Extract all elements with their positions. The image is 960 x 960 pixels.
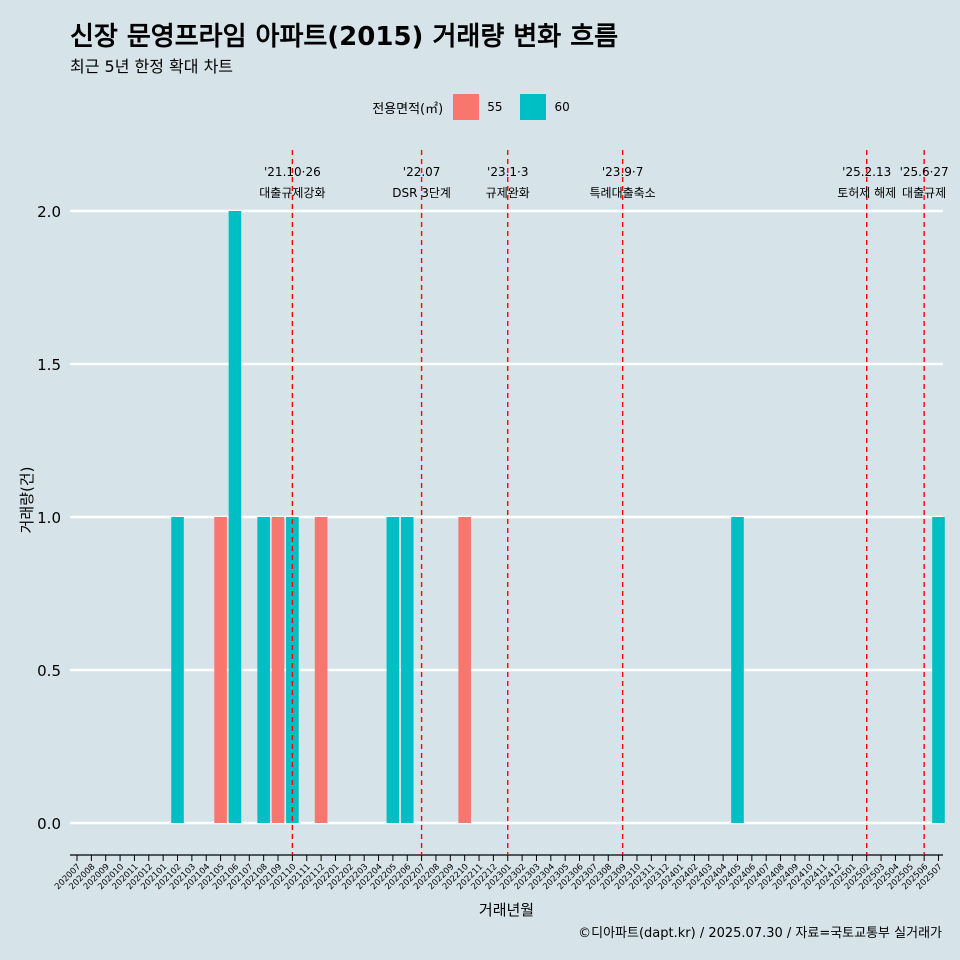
event-date-label: '25.6·27 [900,165,949,179]
legend-key-55 [453,94,480,120]
legend: 전용면적(㎡) 55 60 [0,93,960,121]
event-label: 대출규제강화 [259,186,325,200]
legend-label-55: 55 [487,100,503,114]
event-label: 규제완화 [486,186,530,200]
bar-55-202105 [214,517,227,823]
event-label: 토허제 해제 [837,186,896,200]
legend-title: 전용면적(㎡) [372,101,444,117]
event-label: 대출규제 [902,186,946,200]
event-date-label: '21.10·26 [264,165,321,179]
bar-55-202112 [314,517,328,823]
chart-title: 신장 문영프라임 아파트(2015) 거래량 변화 흐름 [70,22,619,52]
bar-60-202405 [731,517,744,823]
legend-label-60: 60 [554,100,570,114]
event-date-label: '23.1·3 [487,165,528,179]
event-date-label: '22.07 [403,165,441,179]
bar-60-202507 [932,517,945,823]
bar-55-202109 [271,517,285,823]
x-axis-title: 거래년월 [479,901,534,919]
chart-caption: ©디아파트(dapt.kr) / 2025.07.30 / 자료=국토교통부 실… [578,926,942,941]
y-tick-label: 0.5 [37,662,61,680]
bar-55-202210 [458,517,471,823]
event-label: 특례대출축소 [589,186,655,200]
y-tick-label: 1.5 [37,356,61,374]
bar-60-202102 [171,517,184,823]
y-tick-label: 1.0 [37,509,61,527]
bar-60-202106 [228,211,242,823]
event-date-label: '23.9·7 [602,165,643,179]
event-label: DSR 3단계 [392,186,451,200]
bar-60-202108 [257,517,270,823]
bar-60-202110 [286,517,299,823]
chart-subtitle: 최근 5년 한정 확대 차트 [70,57,234,76]
event-date-label: '25.2.13 [842,165,891,179]
bar-60-202206 [400,517,414,823]
y-tick-label: 0.0 [37,815,61,833]
bar-60-202205 [386,517,400,823]
y-tick-label: 2.0 [37,203,61,221]
y-axis-title: 거래량(건) [18,467,36,534]
legend-key-60 [520,94,547,120]
